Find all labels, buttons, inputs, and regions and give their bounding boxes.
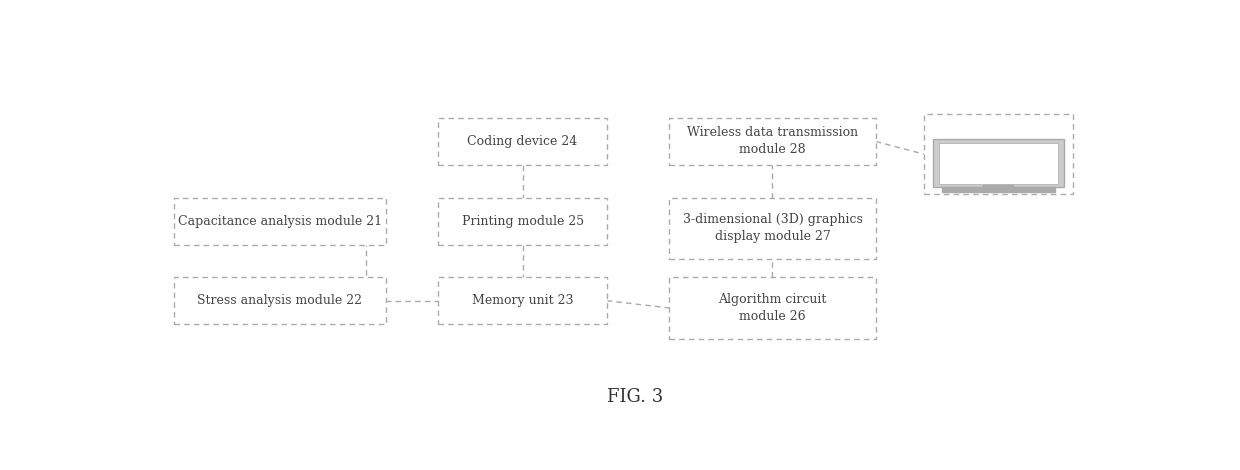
Text: Wireless data transmission
module 28: Wireless data transmission module 28 [687, 126, 858, 157]
Bar [439, 277, 606, 324]
Bar [941, 187, 1055, 192]
Text: Coding device 24: Coding device 24 [467, 135, 578, 148]
Text: Algorithm circuit
module 26: Algorithm circuit module 26 [718, 293, 827, 323]
Text: 3-dimensional (3D) graphics
display module 27: 3-dimensional (3D) graphics display modu… [682, 213, 862, 243]
Bar [932, 139, 1064, 187]
Bar [174, 277, 386, 324]
Bar [939, 143, 1058, 184]
Bar [439, 197, 606, 244]
Bar [670, 118, 875, 165]
Bar [670, 197, 875, 259]
Text: FIG. 3: FIG. 3 [608, 388, 663, 406]
Bar [670, 277, 875, 339]
Bar [174, 197, 386, 244]
Text: Printing module 25: Printing module 25 [461, 215, 584, 227]
Text: Stress analysis module 22: Stress analysis module 22 [197, 294, 362, 307]
Bar [439, 118, 606, 165]
Bar [924, 114, 1073, 194]
Bar [983, 181, 1013, 189]
Text: Memory unit 23: Memory unit 23 [472, 294, 573, 307]
Text: Capacitance analysis module 21: Capacitance analysis module 21 [177, 215, 382, 227]
